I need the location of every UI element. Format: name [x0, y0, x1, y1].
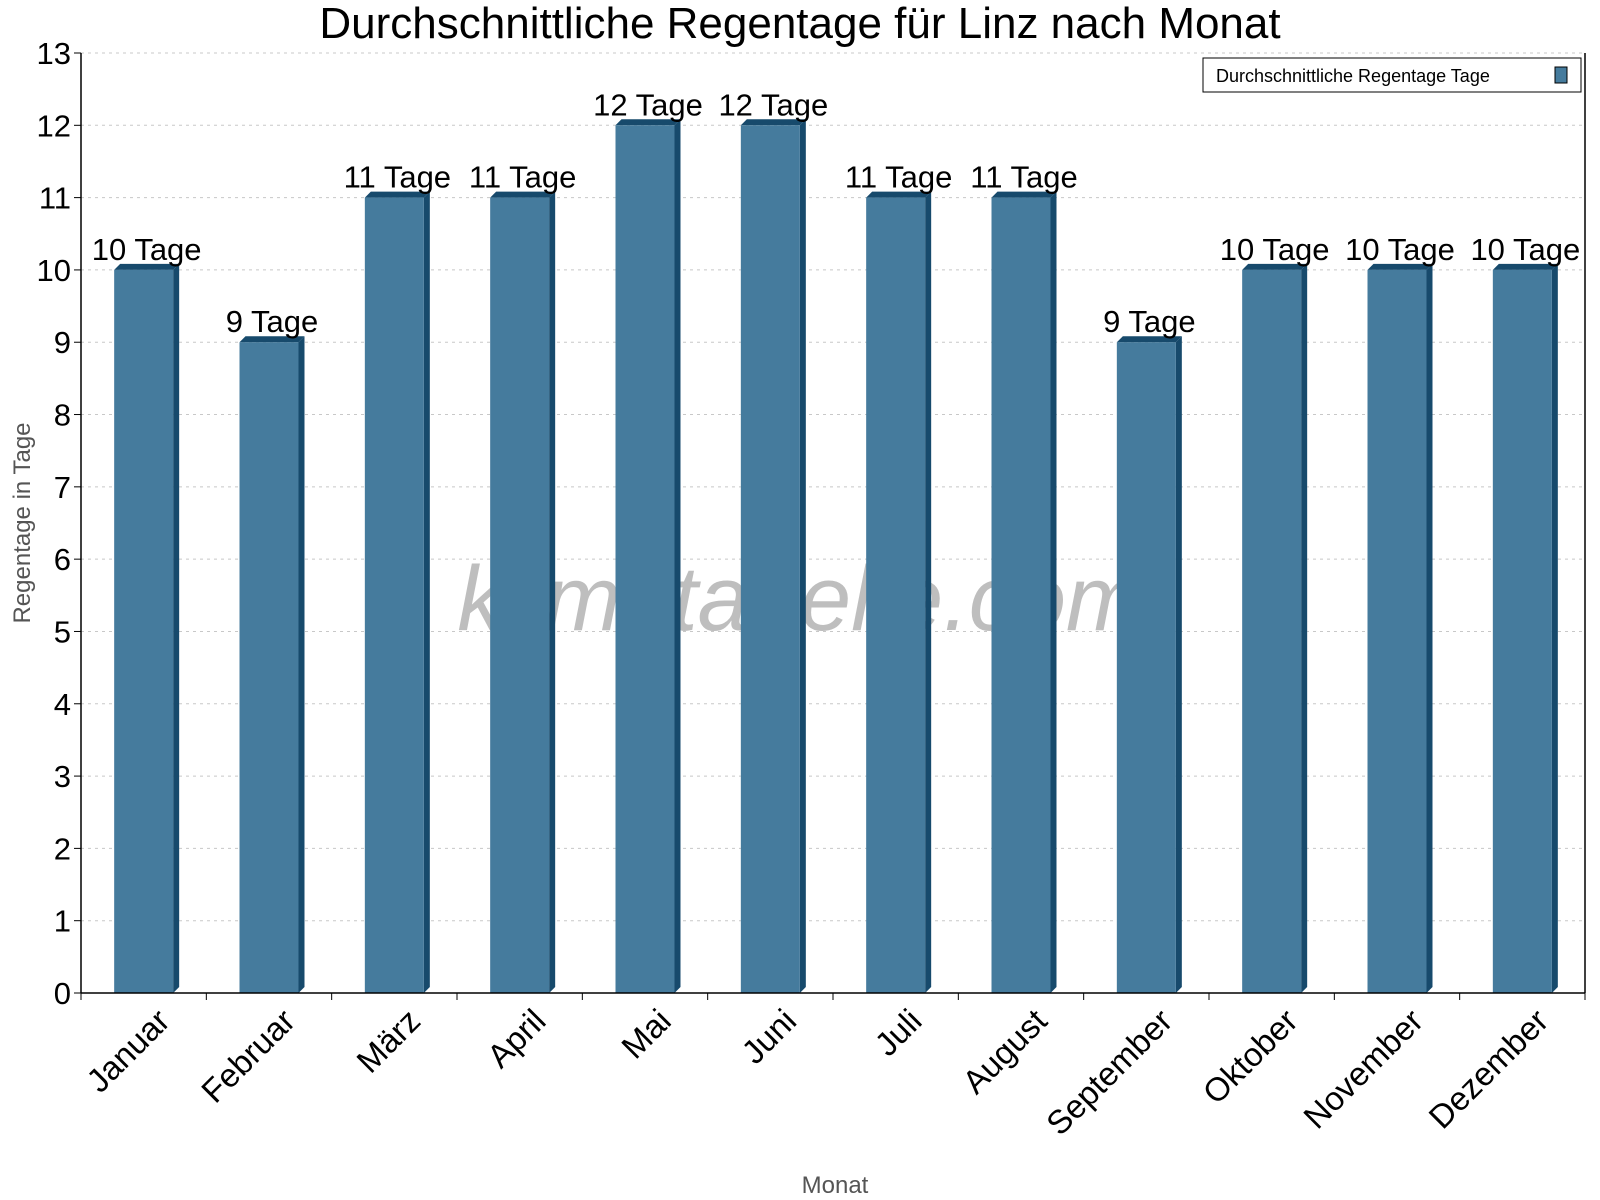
bar-side — [173, 263, 180, 993]
x-tick-label: November — [1296, 1002, 1430, 1136]
data-label: 11 Tage — [970, 160, 1077, 195]
data-label: 9 Tage — [1103, 304, 1196, 339]
bar-side — [549, 191, 556, 994]
data-label: 9 Tage — [226, 304, 319, 339]
bar-top — [239, 336, 305, 343]
bar-side — [1175, 336, 1182, 993]
bar — [615, 125, 675, 994]
x-tick-label: Februar — [194, 1002, 302, 1110]
bar-top — [991, 191, 1057, 198]
bar — [490, 197, 550, 994]
x-tick-label: August — [955, 1002, 1054, 1101]
grid-lines — [81, 52, 1585, 922]
y-tick-label: 4 — [54, 687, 71, 722]
x-tick-label: Januar — [79, 1002, 177, 1100]
bar-side — [298, 336, 305, 993]
bar — [114, 269, 174, 993]
data-label: 10 Tage — [92, 232, 202, 267]
bar — [1242, 269, 1302, 993]
bar-top — [866, 191, 932, 198]
bar-side — [1551, 263, 1558, 993]
bar-top — [740, 119, 806, 126]
bar — [991, 197, 1051, 994]
bar-side — [674, 119, 681, 994]
bar-top — [364, 191, 430, 198]
data-label: 10 Tage — [1220, 232, 1330, 267]
bar-side — [1301, 263, 1308, 993]
y-tick-label: 11 — [39, 181, 71, 216]
bar — [740, 125, 800, 994]
y-tick-label: 12 — [37, 108, 71, 143]
bar-side — [925, 191, 932, 994]
bar-top — [1116, 336, 1182, 343]
bar — [1492, 269, 1552, 993]
y-tick-label: 8 — [54, 398, 71, 433]
legend-label: Durchschnittliche Regentage Tage — [1216, 66, 1490, 86]
bar — [239, 342, 299, 993]
y-tick-label: 5 — [54, 614, 71, 649]
y-tick-label: 7 — [54, 470, 71, 505]
bar-top — [114, 263, 180, 270]
x-tick-label: März — [349, 1002, 427, 1080]
bar-top — [615, 119, 681, 126]
bar — [1116, 342, 1176, 993]
x-tick-label: September — [1039, 1002, 1179, 1142]
chart-title: Durchschnittliche Regentage für Linz nac… — [319, 0, 1280, 48]
bar-side — [423, 191, 430, 994]
y-tick-label: 0 — [54, 976, 71, 1011]
data-label: 11 Tage — [469, 160, 576, 195]
x-tick-label: Juli — [867, 1002, 928, 1063]
y-tick-label: 10 — [37, 253, 71, 288]
y-tick-label: 13 — [37, 36, 71, 71]
x-tick-label: Dezember — [1421, 1002, 1555, 1136]
y-axis-label: Regentage in Tage — [9, 422, 36, 623]
data-label: 10 Tage — [1470, 232, 1580, 267]
data-label: 12 Tage — [718, 87, 828, 122]
bars: 10 Tage 9 Tage 11 Tage 11 Tage 12 Tage 12 Tag… — [92, 87, 1580, 994]
y-tick-label: 2 — [54, 831, 71, 866]
bar — [866, 197, 926, 994]
y-tick-label: 6 — [54, 542, 71, 577]
x-tick-label: Juni — [734, 1002, 803, 1071]
bar — [364, 197, 424, 994]
legend-swatch — [1554, 66, 1568, 84]
y-tick-label: 3 — [54, 759, 71, 794]
bar-side — [1050, 191, 1057, 994]
data-label: 12 Tage — [593, 87, 703, 122]
data-label: 11 Tage — [344, 160, 451, 195]
y-tick-label: 9 — [54, 325, 71, 360]
bar-side — [799, 119, 806, 994]
legend: Durchschnittliche Regentage Tage — [1202, 57, 1582, 93]
bar-top — [1492, 263, 1558, 270]
x-axis-label: Monat — [802, 1172, 869, 1199]
x-tick-label: Oktober — [1195, 1002, 1304, 1111]
data-label: 11 Tage — [845, 160, 952, 195]
bar-top — [490, 191, 556, 198]
bar-top — [1367, 263, 1433, 270]
data-label: 10 Tage — [1345, 232, 1455, 267]
bar-top — [1242, 263, 1308, 270]
x-tick-label: Mai — [614, 1002, 678, 1066]
bar — [1367, 269, 1427, 993]
x-tick-label: April — [480, 1002, 553, 1075]
y-tick-label: 1 — [54, 904, 71, 939]
bar-side — [1426, 263, 1433, 993]
legend-box — [1202, 57, 1582, 93]
